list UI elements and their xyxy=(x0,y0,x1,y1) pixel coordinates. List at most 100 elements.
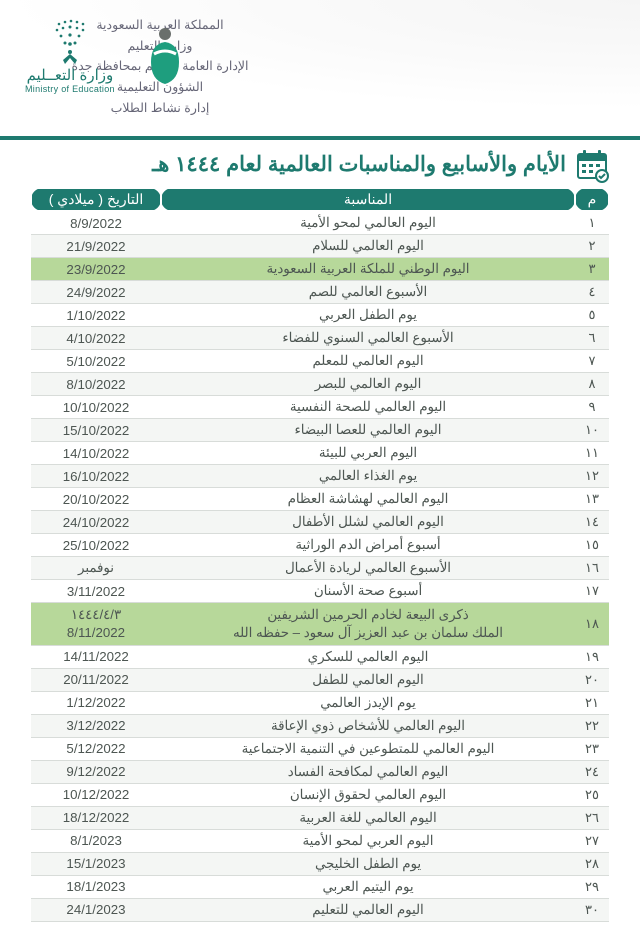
cell-num: ٢٥ xyxy=(575,783,609,806)
cell-num: ٦ xyxy=(575,327,609,350)
cell-date: 18/1/2023 xyxy=(31,875,161,898)
cell-occasion: يوم اليتيم العربي xyxy=(161,875,575,898)
table-row: ٩اليوم العالمي للصحة النفسية10/10/2022 xyxy=(31,396,609,419)
table-row: ٤الأسبوع العالمي للصم24/9/2022 xyxy=(31,281,609,304)
activity-logo-icon xyxy=(140,26,190,86)
cell-occasion: ذكرى البيعة لخادم الحرمين الشريفينالملك … xyxy=(161,603,575,646)
table-row: ٢٥اليوم العالمي لحقوق الإنسان10/12/2022 xyxy=(31,783,609,806)
table-row: ١٣اليوم العالمي لهشاشة العظام20/10/2022 xyxy=(31,488,609,511)
col-num: م xyxy=(577,189,607,210)
cell-date: ١٤٤٤/٤/٣8/11/2022 xyxy=(31,603,161,646)
cell-date: 16/10/2022 xyxy=(31,465,161,488)
cell-num: ١١ xyxy=(575,442,609,465)
cell-num: ٣٠ xyxy=(575,898,609,921)
table-row: ٢٠اليوم العالمي للطفل20/11/2022 xyxy=(31,668,609,691)
cell-date: 10/12/2022 xyxy=(31,783,161,806)
table-row: ١٦الأسبوع العالمي لريادة الأعمالنوفمبر xyxy=(31,557,609,580)
cell-date: 21/9/2022 xyxy=(31,235,161,258)
org-line: إدارة نشاط الطلاب xyxy=(30,98,290,119)
cell-occasion: اليوم العالمي لمكافحة الفساد xyxy=(161,760,575,783)
ministry-logo: وزارة التعــليم Ministry of Education xyxy=(25,18,115,94)
cell-num: ٢٢ xyxy=(575,714,609,737)
table-row: ٢٩يوم اليتيم العربي18/1/2023 xyxy=(31,875,609,898)
ministry-name-ar: وزارة التعــليم xyxy=(27,66,114,84)
table-row: ١٨ذكرى البيعة لخادم الحرمين الشريفينالمل… xyxy=(31,603,609,646)
title-row: الأيام والأسابيع والمناسبات العالمية لعا… xyxy=(30,148,610,183)
cell-date: 20/11/2022 xyxy=(31,668,161,691)
table-row: ١٠اليوم العالمي للعصا البيضاء15/10/2022 xyxy=(31,419,609,442)
cell-occasion: اليوم العالمي للتعليم xyxy=(161,898,575,921)
table-body: ١اليوم العالمي لمحو الأمية8/9/2022٢اليوم… xyxy=(31,211,609,921)
cell-date: 8/1/2023 xyxy=(31,829,161,852)
palm-icon xyxy=(51,18,89,66)
cell-date: 23/9/2022 xyxy=(31,258,161,281)
cell-date: 4/10/2022 xyxy=(31,327,161,350)
table-row: ٢٢اليوم العالمي للأشخاص ذوي الإعاقة3/12/… xyxy=(31,714,609,737)
table-row: ٢١يوم الإيدز العالمي1/12/2022 xyxy=(31,691,609,714)
table-row: ١٧أسبوع صحة الأسنان3/11/2022 xyxy=(31,580,609,603)
cell-date: 14/11/2022 xyxy=(31,645,161,668)
cell-num: ٩ xyxy=(575,396,609,419)
cell-num: ١ xyxy=(575,211,609,235)
table-row: ١٤اليوم العالمي لشلل الأطفال24/10/2022 xyxy=(31,511,609,534)
cell-occasion: الأسبوع العالمي السنوي للفضاء xyxy=(161,327,575,350)
cell-date: 20/10/2022 xyxy=(31,488,161,511)
cell-num: ٢٣ xyxy=(575,737,609,760)
cell-num: ٢ xyxy=(575,235,609,258)
table-row: ٢٤اليوم العالمي لمكافحة الفساد9/12/2022 xyxy=(31,760,609,783)
cell-date: 5/10/2022 xyxy=(31,350,161,373)
cell-date: 14/10/2022 xyxy=(31,442,161,465)
table-row: ٦الأسبوع العالمي السنوي للفضاء4/10/2022 xyxy=(31,327,609,350)
table-row: ١اليوم العالمي لمحو الأمية8/9/2022 xyxy=(31,211,609,235)
cell-occasion: يوم الطفل العربي xyxy=(161,304,575,327)
cell-occasion: اليوم العالمي للبصر xyxy=(161,373,575,396)
table-row: ٣٠اليوم العالمي للتعليم24/1/2023 xyxy=(31,898,609,921)
table-row: ٢٦اليوم العالمي للغة العربية18/12/2022 xyxy=(31,806,609,829)
cell-occasion: اليوم العالمي للأشخاص ذوي الإعاقة xyxy=(161,714,575,737)
cell-date: 15/10/2022 xyxy=(31,419,161,442)
cell-occasion: أسبوع أمراض الدم الوراثية xyxy=(161,534,575,557)
cell-date: 5/12/2022 xyxy=(31,737,161,760)
cell-num: ٢٩ xyxy=(575,875,609,898)
cell-occasion: اليوم العالمي للمعلم xyxy=(161,350,575,373)
table-row: ٣اليوم الوطني للملكة العربية السعودية23/… xyxy=(31,258,609,281)
main-content: الأيام والأسابيع والمناسبات العالمية لعا… xyxy=(0,140,640,922)
col-date: التاريخ ( ميلادي ) xyxy=(33,189,159,210)
cell-date: 15/1/2023 xyxy=(31,852,161,875)
cell-num: ١٣ xyxy=(575,488,609,511)
table-row: ١١اليوم العربي للبيئة14/10/2022 xyxy=(31,442,609,465)
cell-occasion: اليوم العربي لمحو الأمية xyxy=(161,829,575,852)
cell-num: ١٠ xyxy=(575,419,609,442)
cell-occasion: اليوم العالمي للعصا البيضاء xyxy=(161,419,575,442)
cell-occasion: يوم الغذاء العالمي xyxy=(161,465,575,488)
cell-occasion: اليوم العالمي للسلام xyxy=(161,235,575,258)
cell-num: ٣ xyxy=(575,258,609,281)
cell-num: ٢٠ xyxy=(575,668,609,691)
cell-num: ١٢ xyxy=(575,465,609,488)
cell-num: ١٧ xyxy=(575,580,609,603)
cell-num: ٧ xyxy=(575,350,609,373)
cell-num: ١٩ xyxy=(575,645,609,668)
occasions-table: م المناسبة التاريخ ( ميلادي ) ١اليوم الع… xyxy=(30,187,610,922)
table-row: ١٩اليوم العالمي للسكري14/11/2022 xyxy=(31,645,609,668)
cell-occasion: اليوم العربي للبيئة xyxy=(161,442,575,465)
cell-date: 10/10/2022 xyxy=(31,396,161,419)
cell-date: نوفمبر xyxy=(31,557,161,580)
cell-occasion: يوم الطفل الخليجي xyxy=(161,852,575,875)
table-row: ٢اليوم العالمي للسلام21/9/2022 xyxy=(31,235,609,258)
cell-date: 24/9/2022 xyxy=(31,281,161,304)
cell-date: 18/12/2022 xyxy=(31,806,161,829)
logo-block: وزارة التعــليم Ministry of Education xyxy=(25,18,190,94)
cell-occasion: الأسبوع العالمي للصم xyxy=(161,281,575,304)
cell-occasion: اليوم العالمي للطفل xyxy=(161,668,575,691)
cell-occasion: اليوم العالمي للصحة النفسية xyxy=(161,396,575,419)
cell-occasion: اليوم الوطني للملكة العربية السعودية xyxy=(161,258,575,281)
cell-num: ٨ xyxy=(575,373,609,396)
page-title: الأيام والأسابيع والمناسبات العالمية لعا… xyxy=(152,148,566,183)
cell-num: ٢٦ xyxy=(575,806,609,829)
cell-date: 8/9/2022 xyxy=(31,211,161,235)
cell-occasion: اليوم العالمي للغة العربية xyxy=(161,806,575,829)
table-row: ١٥أسبوع أمراض الدم الوراثية25/10/2022 xyxy=(31,534,609,557)
table-row: ٢٣اليوم العالمي للمتطوعين في التنمية الا… xyxy=(31,737,609,760)
cell-date: 24/10/2022 xyxy=(31,511,161,534)
